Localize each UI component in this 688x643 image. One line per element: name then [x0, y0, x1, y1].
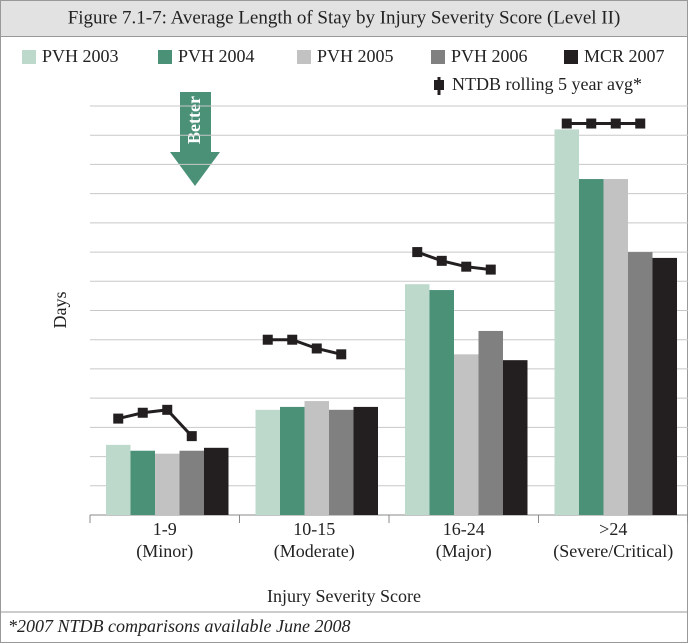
ntdb-marker	[436, 255, 447, 266]
x-tick-label: 16-24	[443, 519, 485, 539]
x-tick-label: (Severe/Critical)	[553, 541, 673, 562]
bar	[628, 252, 653, 516]
legend-label: PVH 2004	[178, 46, 255, 66]
bar	[454, 354, 479, 515]
x-tick-label: (Minor)	[136, 541, 193, 562]
ntdb-marker	[336, 349, 347, 360]
footnote: *2007 NTDB comparisons available June 20…	[8, 616, 350, 636]
bar	[304, 401, 329, 515]
chart-title: Figure 7.1-7: Average Length of Stay by …	[68, 7, 621, 28]
bar	[503, 360, 528, 515]
legend-swatch	[564, 50, 578, 64]
x-tick-label: 10-15	[293, 519, 335, 539]
x-tick-label: (Major)	[436, 541, 492, 562]
legend-label: PVH 2006	[451, 46, 528, 66]
bar	[579, 179, 604, 516]
bar	[603, 179, 628, 516]
ntdb-marker	[262, 334, 273, 345]
x-tick-label: >24	[599, 519, 627, 539]
x-tick-label: (Moderate)	[274, 541, 355, 562]
better-arrow	[170, 92, 220, 186]
ntdb-marker	[610, 118, 621, 129]
ntdb-marker	[635, 118, 646, 129]
ntdb-marker	[287, 334, 298, 345]
ntdb-marker	[412, 247, 423, 258]
ntdb-marker	[162, 404, 173, 415]
bar	[652, 257, 677, 515]
ntdb-line	[267, 338, 342, 356]
legend-swatch	[431, 50, 445, 64]
ntdb-marker	[561, 118, 572, 129]
annotation: Better	[184, 96, 204, 144]
ntdb-line	[416, 250, 491, 272]
legend-label: MCR 2007	[584, 46, 665, 66]
bar	[106, 444, 131, 515]
bar	[280, 406, 305, 515]
legend-swatch	[158, 50, 172, 64]
bar	[155, 453, 180, 515]
bar	[204, 447, 229, 515]
title-bar	[0, 0, 688, 37]
legend-swatch	[22, 50, 36, 64]
bar	[405, 284, 430, 515]
bar	[329, 409, 354, 515]
bar	[478, 330, 503, 515]
x-axis-title: Injury Severity Score	[267, 586, 421, 606]
ntdb-marker	[186, 431, 197, 442]
bar	[179, 450, 204, 515]
y-axis-title: Days	[50, 292, 70, 329]
bar	[255, 409, 280, 515]
ntdb-marker	[586, 118, 597, 129]
x-tick-label: 1-9	[153, 519, 177, 539]
ntdb-marker	[137, 407, 148, 418]
ntdb-line	[117, 408, 193, 438]
bar	[130, 450, 155, 515]
legend-label: NTDB rolling 5 year avg*	[452, 74, 642, 94]
bar	[353, 406, 378, 515]
legend-label: PVH 2003	[42, 46, 119, 66]
ntdb-marker	[311, 343, 322, 354]
ntdb-marker	[113, 413, 124, 424]
legend-swatch	[297, 50, 311, 64]
bar	[429, 290, 454, 515]
legend-label: PVH 2005	[317, 46, 394, 66]
ntdb-marker	[485, 264, 496, 275]
ntdb-marker	[461, 261, 472, 272]
bar	[554, 129, 579, 515]
